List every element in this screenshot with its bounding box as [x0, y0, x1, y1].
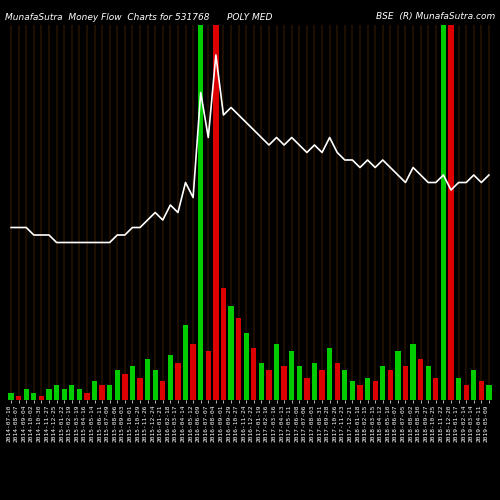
- Bar: [358, 385, 362, 400]
- Bar: [92, 381, 97, 400]
- Bar: [168, 355, 173, 400]
- Bar: [403, 366, 408, 400]
- Bar: [46, 389, 52, 400]
- Bar: [441, 25, 446, 400]
- Bar: [388, 370, 393, 400]
- Bar: [296, 366, 302, 400]
- Bar: [342, 370, 347, 400]
- Bar: [236, 318, 242, 400]
- Bar: [251, 348, 256, 400]
- Bar: [84, 392, 89, 400]
- Bar: [130, 366, 135, 400]
- Bar: [228, 306, 234, 400]
- Bar: [206, 351, 211, 400]
- Bar: [69, 385, 74, 400]
- Bar: [320, 370, 324, 400]
- Bar: [221, 288, 226, 400]
- Bar: [190, 344, 196, 400]
- Bar: [16, 396, 22, 400]
- Bar: [176, 362, 180, 400]
- Bar: [478, 381, 484, 400]
- Bar: [183, 325, 188, 400]
- Bar: [448, 25, 454, 400]
- Bar: [54, 385, 59, 400]
- Bar: [456, 378, 461, 400]
- Bar: [258, 362, 264, 400]
- Bar: [266, 370, 272, 400]
- Bar: [418, 359, 424, 400]
- Bar: [31, 392, 36, 400]
- Bar: [145, 359, 150, 400]
- Bar: [426, 366, 431, 400]
- Bar: [24, 389, 29, 400]
- Bar: [365, 378, 370, 400]
- Bar: [304, 378, 310, 400]
- Bar: [282, 366, 287, 400]
- Bar: [441, 362, 446, 400]
- Bar: [327, 348, 332, 400]
- Bar: [350, 381, 355, 400]
- Bar: [410, 344, 416, 400]
- Bar: [486, 385, 492, 400]
- Bar: [464, 385, 469, 400]
- Bar: [122, 374, 128, 400]
- Bar: [372, 381, 378, 400]
- Bar: [471, 370, 476, 400]
- Bar: [39, 396, 44, 400]
- Bar: [138, 378, 142, 400]
- Bar: [448, 370, 454, 400]
- Bar: [213, 25, 218, 400]
- Bar: [334, 362, 340, 400]
- Bar: [76, 389, 82, 400]
- Text: MunafaSutra  Money Flow  Charts for 531768: MunafaSutra Money Flow Charts for 531768: [5, 12, 210, 22]
- Bar: [433, 378, 438, 400]
- Bar: [107, 385, 112, 400]
- Bar: [100, 385, 104, 400]
- Bar: [114, 370, 120, 400]
- Bar: [244, 332, 249, 400]
- Bar: [152, 370, 158, 400]
- Bar: [312, 362, 317, 400]
- Bar: [289, 351, 294, 400]
- Text: BSE  (R) MunafaSutra.com: BSE (R) MunafaSutra.com: [376, 12, 495, 22]
- Bar: [213, 224, 218, 400]
- Bar: [380, 366, 386, 400]
- Bar: [198, 25, 203, 400]
- Bar: [8, 392, 14, 400]
- Text: POLY MED: POLY MED: [228, 12, 272, 22]
- Bar: [160, 381, 166, 400]
- Bar: [198, 250, 203, 400]
- Bar: [274, 344, 279, 400]
- Bar: [62, 389, 67, 400]
- Bar: [396, 351, 400, 400]
